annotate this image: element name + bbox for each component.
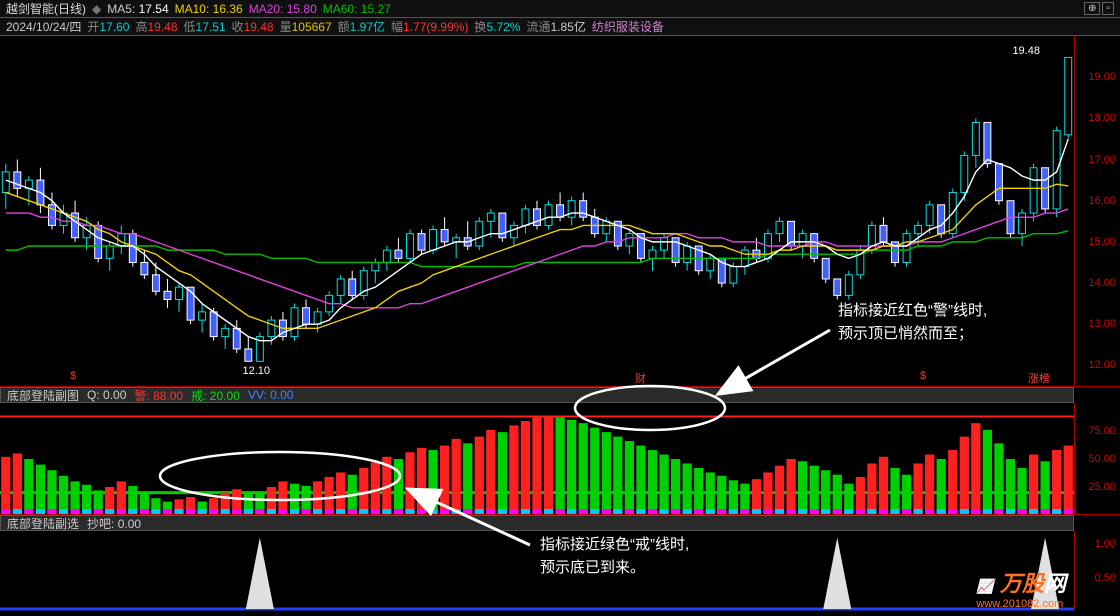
marker-row: $ 财 $ 涨榜 [0, 370, 1074, 386]
annotation-warn: 指标接近红色“警”线时, 预示顶已悄然而至； [838, 300, 987, 345]
high-field: 高19.48 [135, 18, 177, 35]
sub1-jie: 戒: 20.00 [191, 387, 240, 404]
ma10-label: MA10: 16.36 [175, 2, 243, 16]
sub1-header: 底部登陆副图 Q: 0.00 警: 88.00 戒: 20.00 VV: 0.0… [0, 387, 1074, 403]
sub1-vv: VV: 0.00 [248, 388, 294, 402]
chg-field: 幅1.77(9.99%) [391, 18, 468, 35]
date-label: 2024/10/24/四 [6, 18, 81, 35]
chart-option-icon[interactable]: ⊕ [1084, 2, 1100, 15]
amt-field: 额1.97亿 [338, 18, 385, 35]
annotation-guard: 指标接近绿色“戒”线时, 预示底已到来。 [540, 534, 689, 579]
sub2-title: 底部登陆副选 [7, 515, 79, 532]
open-field: 开17.60 [87, 18, 129, 35]
sub2-header: 底部登陆副选 抄吧: 0.00 [0, 515, 1074, 531]
sub1-axis: 25.0050.0075.00 [1074, 403, 1120, 514]
price-axis: 12.0013.0014.0015.0016.0017.0018.0019.00 [1074, 36, 1120, 386]
ma5-label: MA5: 17.54 [107, 2, 168, 16]
chart-header: 越剑智能(日线) ◆ MA5: 17.54 MA10: 16.36 MA20: … [0, 0, 1120, 18]
vol-field: 量105667 [280, 18, 332, 35]
marker-bang: 涨榜 [1028, 370, 1050, 386]
sub2-axis: 0.501.00 [1074, 531, 1120, 610]
sub2-cb: 抄吧: 0.00 [87, 515, 141, 532]
marker-cai: 财 [635, 370, 646, 386]
low-field: 低17.51 [184, 18, 226, 35]
sub1-q: Q: 0.00 [87, 388, 126, 402]
ma20-label: MA20: 15.80 [249, 2, 317, 16]
marker-s-icon: $ [70, 370, 76, 382]
site-url: www.201082.com [976, 598, 1066, 610]
peak-price-label: 19.48 [1012, 45, 1040, 57]
float-field: 流通1.85亿 [526, 18, 585, 35]
sub1-title: 底部登陆副图 [7, 387, 79, 404]
chart-close-icon[interactable]: ▫ [1102, 2, 1114, 15]
indicator-chart-1[interactable]: 底部登陆副图 Q: 0.00 警: 88.00 戒: 20.00 VV: 0.0… [0, 386, 1120, 514]
sector-label[interactable]: 纺织服装设备 [592, 18, 664, 35]
turn-field: 换5.72% [474, 18, 520, 35]
site-logo: 📈 万股网 www.201082.com [976, 566, 1066, 610]
close-field: 收19.48 [232, 18, 274, 35]
ma60-label: MA60: 15.27 [323, 2, 391, 16]
stock-title: 越剑智能(日线) [6, 0, 86, 17]
marker-s-icon: $ [920, 370, 926, 382]
quote-bar: 2024/10/24/四 开17.60 高19.48 低17.51 收19.48… [0, 18, 1120, 36]
sub1-jing: 警: 88.00 [134, 387, 183, 404]
